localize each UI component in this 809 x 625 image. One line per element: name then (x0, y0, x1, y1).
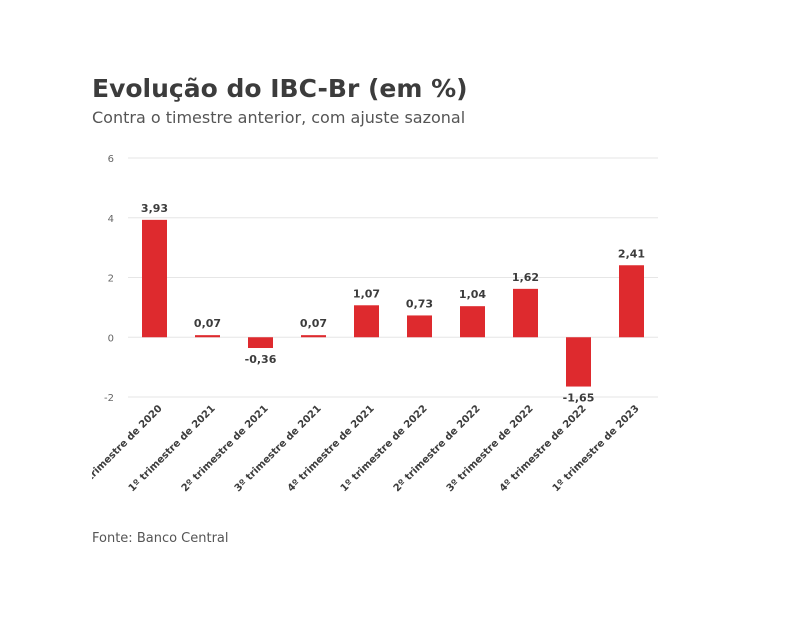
bar (142, 219, 167, 338)
source-note: Fonte: Banco Central (92, 531, 229, 546)
value-label: -1,65 (563, 392, 595, 405)
value-label: 0,07 (300, 317, 327, 330)
value-label: -0,36 (245, 353, 277, 366)
bar (460, 306, 485, 338)
value-label: 1,62 (512, 271, 539, 284)
x-tick-label: 4º trimestre de 2021 (286, 403, 377, 494)
value-labels: 3,93 0,07 -0,36 0,07 1,07 0,73 1,04 1,62 -1,65 2,… (141, 202, 645, 405)
x-tick-label: 4º trimestre de 2020 (74, 403, 165, 494)
bar (619, 265, 644, 338)
y-tick-label: 2 (108, 274, 114, 285)
x-tick-label: 1º trimestre de 2022 (339, 403, 430, 494)
value-label: 2,41 (618, 247, 645, 260)
y-tick-label: 6 (108, 154, 114, 165)
value-label: 3,93 (141, 202, 168, 215)
bars (142, 219, 644, 387)
x-tick-label: 3º trimestre de 2022 (445, 403, 536, 494)
x-tick-label: 1º trimestre de 2023 (551, 403, 642, 494)
y-tick-label: 0 (108, 333, 114, 344)
bar (407, 315, 432, 338)
bar (354, 305, 379, 338)
x-tick-label: 4º trimestre de 2022 (498, 403, 589, 494)
y-axis-ticks: -2 0 2 4 6 (104, 154, 114, 404)
x-tick-label: 3º trimestre de 2021 (233, 403, 324, 494)
bar (566, 337, 591, 387)
x-tick-label: 1º trimestre de 2021 (127, 403, 218, 494)
y-tick-label: -2 (104, 393, 114, 404)
value-label: 0,07 (194, 317, 221, 330)
y-tick-label: 4 (108, 214, 114, 225)
value-label: 1,04 (459, 288, 486, 301)
bar (248, 337, 273, 349)
chart-card (82, 62, 764, 562)
chart-title: Evolução do IBC-Br (em %) (92, 74, 468, 103)
bar (195, 335, 220, 338)
chart-subtitle: Contra o timestre anterior, com ajuste s… (92, 108, 466, 127)
x-tick-label: 2º trimestre de 2021 (180, 403, 271, 494)
value-label: 0,73 (406, 297, 433, 310)
x-tick-label: 2º trimestre de 2022 (392, 403, 483, 494)
value-label: 1,07 (353, 287, 380, 300)
bar (513, 288, 538, 338)
bar (301, 335, 326, 338)
